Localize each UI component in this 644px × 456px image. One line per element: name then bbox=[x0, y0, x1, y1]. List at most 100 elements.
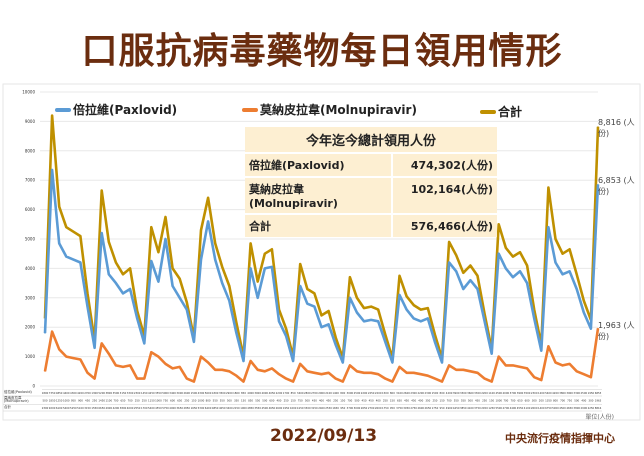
data-point-paxlovid bbox=[547, 226, 549, 228]
data-table-value: 1650 bbox=[332, 406, 339, 410]
data-table-value: 3850 bbox=[460, 406, 467, 410]
data-point-paxlovid bbox=[505, 267, 507, 269]
data-point-total bbox=[136, 310, 138, 312]
data-table-value: 4200 bbox=[113, 406, 120, 410]
data-table-value: 650 bbox=[121, 399, 126, 403]
data-table-value: 6650 bbox=[98, 406, 105, 410]
data-table-value: 6853 bbox=[595, 391, 602, 395]
data-table-value: 3900 bbox=[453, 391, 460, 395]
data-table-value: 500 bbox=[574, 399, 579, 403]
data-point-total bbox=[335, 336, 337, 339]
data-point-molnupiravir bbox=[554, 361, 557, 364]
data-table-value: 4050 bbox=[219, 406, 226, 410]
data-table-value: 250 bbox=[432, 399, 437, 403]
data-table-value: 1700 bbox=[283, 391, 290, 395]
data-point-molnupiravir bbox=[264, 370, 266, 372]
data-table-value: 750 bbox=[567, 399, 572, 403]
data-table-value: 3400 bbox=[297, 391, 304, 395]
y-tick-label: 0 bbox=[32, 384, 35, 389]
data-table-value: 4000 bbox=[261, 391, 268, 395]
data-table-value: 2850 bbox=[183, 406, 190, 410]
data-table-value: 1000 bbox=[290, 406, 297, 410]
data-table-value: 1500 bbox=[191, 391, 198, 395]
data-point-total bbox=[505, 247, 507, 249]
data-point-molnupiravir bbox=[590, 376, 592, 378]
data-point-paxlovid bbox=[299, 285, 301, 287]
data-table-value: 4650 bbox=[269, 406, 276, 410]
data-point-molnupiravir bbox=[72, 357, 74, 359]
data-table-row-label: 合計 bbox=[4, 404, 11, 409]
data-point-paxlovid bbox=[94, 347, 96, 349]
data-table-value: 3750 bbox=[396, 406, 403, 410]
data-point-molnupiravir bbox=[285, 378, 287, 380]
data-point-total bbox=[554, 238, 557, 240]
data-table-value: 2300 bbox=[425, 391, 432, 395]
data-point-molnupiravir bbox=[476, 372, 479, 374]
data-table-value: 550 bbox=[255, 399, 260, 403]
data-point-molnupiravir bbox=[349, 364, 351, 367]
y-tick-label: 1000 bbox=[25, 354, 36, 359]
data-point-total bbox=[306, 288, 308, 290]
y-tick-label: 7000 bbox=[25, 178, 36, 183]
data-point-molnupiravir bbox=[115, 364, 117, 367]
data-table-value: 550 bbox=[454, 399, 459, 403]
data-table-value: 3700 bbox=[510, 391, 517, 395]
data-point-total bbox=[250, 242, 252, 245]
data-point-paxlovid bbox=[498, 253, 500, 255]
data-table-value: 1100 bbox=[488, 391, 495, 395]
page-title: 口服抗病毒藥物每日領用情形 bbox=[81, 31, 563, 72]
data-table-value: 5000 bbox=[552, 406, 559, 410]
data-table-value: 450 bbox=[369, 399, 374, 403]
data-table-value: 450 bbox=[362, 399, 367, 403]
data-table-value: 1400 bbox=[332, 391, 339, 395]
data-table-value: 2600 bbox=[276, 406, 283, 410]
data-point-molnupiravir bbox=[483, 378, 486, 380]
data-table-value: 200 bbox=[539, 399, 544, 403]
data-table-value: 2650 bbox=[361, 406, 368, 410]
data-table-value: 1500 bbox=[432, 391, 439, 395]
data-point-molnupiravir bbox=[86, 372, 89, 374]
data-table-value: 700 bbox=[560, 399, 565, 403]
data-point-total bbox=[257, 281, 259, 283]
data-table-value: 4400 bbox=[63, 391, 70, 395]
data-table-value: 1650 bbox=[191, 406, 198, 410]
data-table-value: 150 bbox=[291, 399, 296, 403]
data-table-value: 2600 bbox=[417, 406, 424, 410]
data-table-value: 1963 bbox=[595, 399, 602, 403]
y-tick-label: 5000 bbox=[25, 237, 36, 242]
data-point-molnupiravir bbox=[150, 351, 152, 353]
series-line-molnupiravir bbox=[43, 328, 600, 383]
data-point-paxlovid bbox=[51, 169, 53, 171]
data-point-molnupiravir bbox=[200, 356, 202, 358]
data-point-molnupiravir bbox=[51, 331, 53, 333]
data-table-value: 2700 bbox=[311, 391, 318, 395]
data-table-value: 4250 bbox=[148, 391, 155, 395]
data-point-molnupiravir bbox=[65, 356, 67, 358]
data-point-molnupiravir bbox=[576, 370, 578, 372]
data-point-paxlovid bbox=[264, 267, 266, 269]
data-point-paxlovid bbox=[193, 341, 195, 343]
data-point-total bbox=[512, 256, 514, 258]
data-table-value: 450 bbox=[475, 399, 480, 403]
data-point-total bbox=[108, 241, 110, 243]
data-table-value: 500 bbox=[354, 399, 359, 403]
data-table-value: 3000 bbox=[176, 391, 183, 395]
data-table-value: 4300 bbox=[212, 391, 219, 395]
data-point-paxlovid bbox=[533, 317, 535, 319]
y-tick-label: 4000 bbox=[25, 266, 36, 271]
data-table-value: 1000 bbox=[495, 399, 502, 403]
data-point-total bbox=[469, 264, 471, 267]
data-table-value: 4650 bbox=[566, 406, 573, 410]
data-point-total bbox=[370, 306, 372, 308]
legend-swatch-icon bbox=[480, 109, 496, 114]
data-point-paxlovid bbox=[250, 267, 252, 269]
data-point-paxlovid bbox=[65, 256, 67, 258]
data-point-paxlovid bbox=[320, 326, 323, 328]
data-table-value: 400 bbox=[581, 399, 586, 403]
data-table-value: 6400 bbox=[205, 406, 212, 410]
data-point-paxlovid bbox=[519, 270, 521, 272]
data-point-molnupiravir bbox=[79, 358, 82, 361]
data-table-value: 7350 bbox=[49, 391, 56, 395]
data-point-paxlovid bbox=[271, 266, 273, 268]
